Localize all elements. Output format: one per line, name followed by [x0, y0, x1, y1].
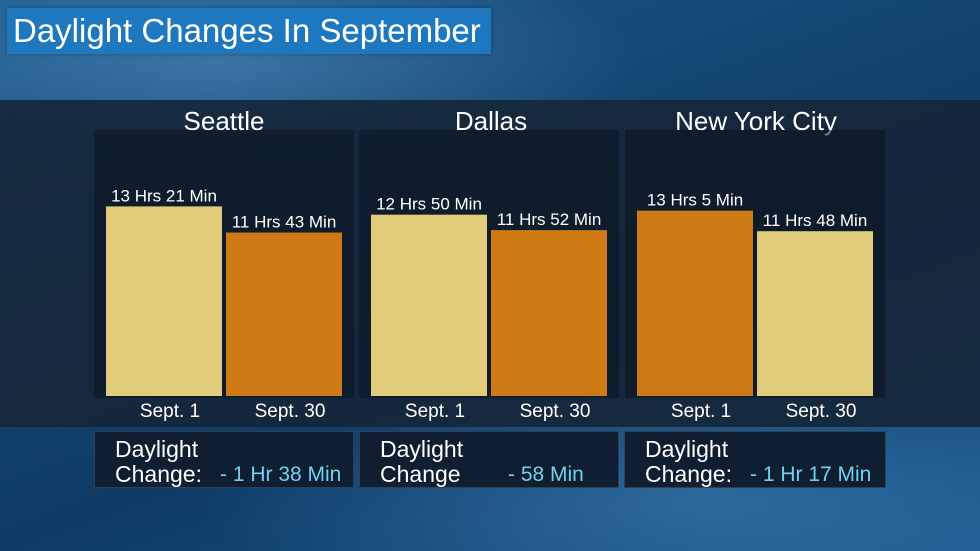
bar-nyc-sept-1	[637, 210, 753, 396]
value-label-nyc-0: 13 Hrs 5 Min	[647, 191, 743, 210]
date-label-seattle-1: Sept. 30	[255, 401, 326, 422]
bar-dallas-sept-30	[491, 230, 607, 396]
change-box-nyc: Daylight Change: - 1 Hr 17 Min	[624, 431, 886, 488]
bar-dallas-sept-1	[371, 214, 487, 396]
value-label-dallas-0: 12 Hrs 50 Min	[376, 195, 482, 214]
value-label-seattle-1: 11 Hrs 43 Min	[232, 213, 337, 232]
value-label-nyc-1: 11 Hrs 48 Min	[763, 211, 868, 230]
change-box-seattle: Daylight Change: - 1 Hr 38 Min	[94, 431, 354, 488]
bar-seattle-sept-1	[106, 206, 222, 396]
page-title: Daylight Changes In September	[7, 8, 491, 54]
value-label-dallas-1: 11 Hrs 52 Min	[497, 210, 602, 229]
date-label-dallas-1: Sept. 30	[520, 401, 591, 422]
change-value-seattle: - 1 Hr 38 Min	[220, 463, 342, 486]
change-value-nyc: - 1 Hr 17 Min	[750, 463, 872, 486]
change-label: Daylight	[645, 436, 729, 462]
change-label-2: Change	[380, 461, 461, 487]
bar-nyc-sept-30	[757, 231, 873, 396]
change-label-2: Change:	[115, 461, 202, 487]
value-label-seattle-0: 13 Hrs 21 Min	[111, 186, 217, 205]
change-box-dallas: Daylight Change - 58 Min	[359, 431, 619, 488]
date-label-nyc-0: Sept. 1	[671, 401, 731, 422]
date-label-dallas-0: Sept. 1	[405, 401, 465, 422]
change-value-dallas: - 58 Min	[508, 463, 584, 486]
date-label-seattle-0: Sept. 1	[140, 401, 200, 422]
date-label-nyc-1: Sept. 30	[786, 401, 857, 422]
change-label: Daylight	[380, 436, 464, 462]
change-label: Daylight	[115, 436, 199, 462]
bar-seattle-sept-30	[226, 232, 342, 396]
change-label-2: Change:	[645, 461, 732, 487]
